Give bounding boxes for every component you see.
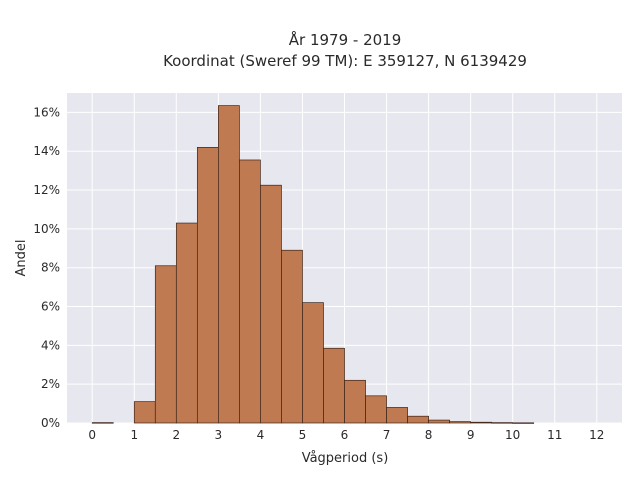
chart-title-line-2: Koordinat (Sweref 99 TM): E 359127, N 61… — [163, 52, 527, 70]
histogram-bar — [470, 421, 493, 424]
histogram-bar — [512, 422, 535, 424]
y-tick-label: 12% — [33, 183, 60, 197]
y-tick-label: 8% — [41, 261, 60, 275]
histogram-bars — [91, 105, 535, 424]
x-tick-label: 4 — [257, 428, 265, 442]
histogram-bar — [175, 222, 198, 424]
x-tick-label: 9 — [467, 428, 475, 442]
x-tick-label: 2 — [172, 428, 180, 442]
y-axis-label: Andel — [14, 240, 29, 277]
y-tick-label: 4% — [41, 338, 60, 352]
histogram-bar — [344, 379, 366, 424]
chart-title-line-1: År 1979 - 2019 — [289, 30, 402, 49]
x-tick-label: 7 — [383, 428, 391, 442]
x-tick-label: 5 — [299, 428, 307, 442]
histogram-bar — [91, 422, 114, 424]
x-tick-label: 12 — [589, 428, 604, 442]
histogram-bar — [428, 419, 450, 424]
y-axis-ticks: 0% 2% 4% 6% 8% 10% 12% 14% 16% — [33, 105, 60, 430]
x-axis-label: Vågperiod (s) — [302, 451, 389, 466]
x-tick-label: 1 — [130, 428, 138, 442]
x-tick-label: 0 — [88, 428, 96, 442]
histogram-bar — [302, 302, 324, 424]
y-tick-label: 2% — [41, 377, 60, 391]
histogram-bar — [260, 184, 282, 424]
y-tick-label: 14% — [33, 144, 60, 158]
histogram-bar — [196, 147, 219, 424]
y-tick-label: 6% — [41, 300, 60, 314]
histogram-bar — [491, 422, 514, 424]
x-tick-label: 6 — [341, 428, 349, 442]
histogram-bar — [386, 407, 408, 424]
y-tick-label: 16% — [33, 105, 60, 119]
histogram-bar — [323, 347, 345, 424]
histogram-bar — [281, 249, 303, 424]
x-tick-label: 8 — [425, 428, 433, 442]
histogram-bar — [365, 395, 387, 424]
y-tick-label: 10% — [33, 222, 60, 236]
x-tick-label: 3 — [215, 428, 223, 442]
y-tick-label: 0% — [41, 416, 60, 430]
x-tick-label: 11 — [547, 428, 562, 442]
histogram-bar — [239, 159, 261, 424]
histogram-bar — [154, 265, 177, 424]
histogram-bar — [449, 421, 471, 424]
histogram-bar — [133, 401, 156, 424]
x-tick-label: 10 — [505, 428, 520, 442]
x-axis-ticks: 0 1 2 3 4 5 6 7 8 9 10 11 12 — [88, 428, 604, 442]
histogram-bar — [407, 415, 429, 424]
histogram-bar — [218, 105, 240, 424]
